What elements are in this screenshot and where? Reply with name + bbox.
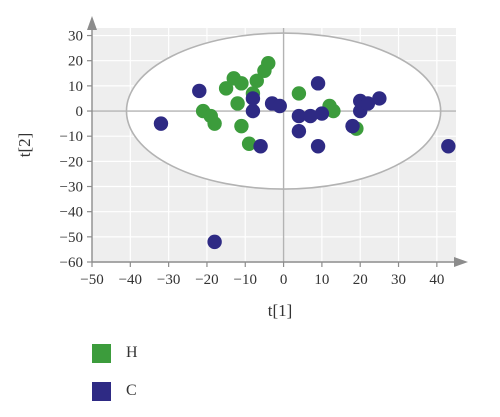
y-tick-label: 10 xyxy=(68,79,83,95)
y-tick-label: −30 xyxy=(60,180,83,196)
data-point-c xyxy=(372,91,387,106)
x-axis-label: t[1] xyxy=(268,301,293,320)
x-tick-label: −30 xyxy=(157,272,180,288)
data-point-c xyxy=(291,123,307,139)
legend: H C xyxy=(92,340,138,416)
data-point-c xyxy=(291,108,307,124)
data-point-c xyxy=(153,116,169,131)
y-tick-label: 30 xyxy=(68,29,83,45)
legend-item-h: H xyxy=(92,340,138,366)
x-tick-label: 10 xyxy=(314,272,329,288)
legend-swatch-h xyxy=(92,343,111,363)
data-point-h xyxy=(249,73,264,89)
legend-item-c: C xyxy=(92,378,138,404)
y-tick-label: −20 xyxy=(60,154,83,170)
data-point-h xyxy=(218,81,234,96)
data-point-c xyxy=(245,91,261,106)
y-tick-label: 20 xyxy=(68,54,83,70)
legend-swatch-c xyxy=(92,381,111,401)
data-point-c xyxy=(303,108,318,124)
x-tick-label: 30 xyxy=(391,272,406,288)
y-tick-label: 0 xyxy=(76,104,84,120)
data-point-c xyxy=(441,139,456,154)
data-point-c xyxy=(360,96,376,111)
data-point-c xyxy=(207,234,222,250)
legend-label-h: H xyxy=(126,344,138,361)
y-tick-label: −60 xyxy=(60,255,83,271)
y-axis-arrow xyxy=(87,16,97,30)
x-tick-label: −20 xyxy=(195,272,218,288)
data-points xyxy=(153,56,456,250)
x-axis-arrow xyxy=(454,257,468,267)
data-point-c xyxy=(272,98,287,114)
data-point-h xyxy=(234,118,249,134)
data-point-c xyxy=(245,103,261,119)
x-tick-label: −40 xyxy=(119,272,142,288)
data-point-h xyxy=(241,136,257,151)
legend-label-c: C xyxy=(126,382,137,399)
y-tick-label: −40 xyxy=(60,205,83,221)
x-tick-label: −50 xyxy=(80,272,103,288)
x-tick-label: 20 xyxy=(353,272,368,288)
data-point-c xyxy=(192,83,207,99)
data-point-h xyxy=(230,96,245,111)
y-tick-label: −10 xyxy=(60,129,83,145)
data-point-h xyxy=(261,56,276,71)
data-point-h xyxy=(291,86,307,101)
data-point-h xyxy=(326,103,341,119)
data-point-c xyxy=(310,139,326,154)
y-tick-labels: −60 −50 −40 −30 −20 −10 0 10 20 30 xyxy=(60,29,83,271)
data-point-c xyxy=(345,118,360,134)
x-tick-label: 0 xyxy=(280,272,288,288)
data-point-c xyxy=(314,106,330,121)
data-point-c xyxy=(253,139,268,154)
y-tick-label: −50 xyxy=(60,230,83,246)
axes xyxy=(87,16,468,267)
x-tick-label: 40 xyxy=(429,272,444,288)
data-point-c xyxy=(310,76,326,91)
x-tick-label: −10 xyxy=(234,272,257,288)
data-point-h xyxy=(234,76,249,91)
x-tick-labels: −50 −40 −30 −20 −10 0 10 20 30 40 xyxy=(80,272,444,288)
y-axis-label: t[2] xyxy=(15,133,34,158)
data-point-h xyxy=(207,116,222,131)
